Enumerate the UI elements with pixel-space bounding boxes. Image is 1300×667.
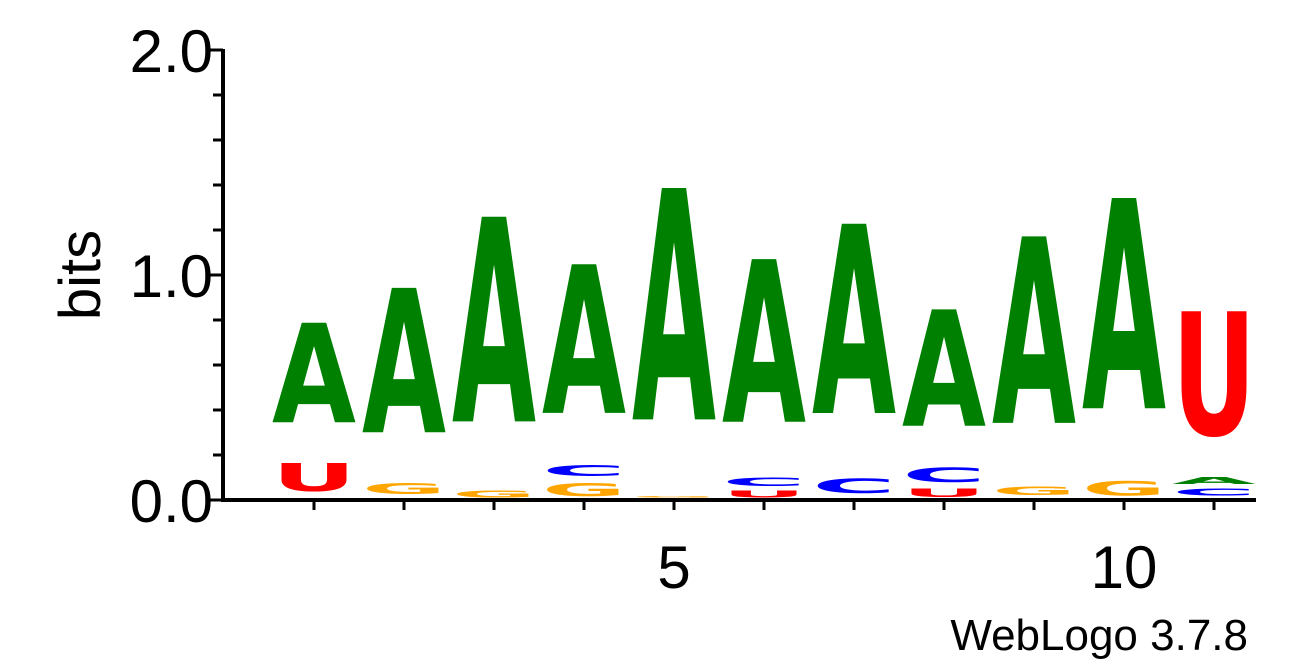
- logo-column: CGA: [362, 249, 446, 500]
- logo-letter-u: U: [272, 456, 356, 500]
- logo-column: UA: [272, 297, 356, 500]
- y-tick-label: 1.0: [130, 243, 213, 310]
- logo-letter-c: C: [902, 464, 986, 486]
- logo-letter-c: C: [722, 475, 806, 488]
- logo-letter-u: U: [902, 487, 986, 500]
- logo-letter-g: G: [452, 489, 536, 500]
- logo-letter-g: G: [542, 480, 626, 500]
- logo-letter-a: A: [992, 187, 1076, 484]
- y-tick-label: 0.0: [130, 468, 213, 535]
- weblogo-credit: WebLogo 3.7.8: [950, 611, 1248, 660]
- logo-letter-g: G: [992, 484, 1076, 497]
- x-tick-label: 10: [1091, 534, 1158, 601]
- logo-letter-g: G: [632, 496, 716, 498]
- logo-letter-u: U: [722, 489, 806, 500]
- logo-column: UCA: [722, 216, 806, 500]
- logo-column: GA: [452, 162, 536, 501]
- x-axis: 5 10: [221, 498, 1256, 601]
- logo-letter-a: A: [362, 249, 446, 480]
- logo-column: GCA: [542, 223, 626, 500]
- logo-column: UCA: [902, 278, 986, 500]
- logo-column: GCA: [812, 172, 896, 500]
- logo-letter-a: A: [542, 223, 626, 461]
- logo-column: UGA: [992, 187, 1076, 500]
- logo-letter-c: C: [542, 462, 626, 480]
- logo-letter-c: C: [1172, 487, 1256, 498]
- logo-letter-u: U: [1172, 279, 1256, 476]
- logo-letter-a: A: [902, 278, 986, 464]
- logo-letter-a: A: [632, 125, 716, 494]
- x-tick-label: 5: [657, 534, 690, 601]
- logo-letter-g: G: [1082, 478, 1166, 500]
- logo-letter-c: C: [812, 476, 896, 498]
- logo-column: GA: [1082, 142, 1166, 500]
- logo-letter-a: A: [272, 297, 356, 455]
- logo-letter-a: A: [1172, 475, 1257, 486]
- y-tick-label: 2.0: [130, 18, 213, 85]
- logo-column: UGA: [632, 125, 716, 500]
- y-axis-label: bits: [48, 230, 113, 320]
- y-axis: 0.0 1.0 2.0: [130, 18, 225, 535]
- logo-letter-a: A: [1082, 142, 1166, 477]
- logo-letter-a: A: [812, 172, 896, 475]
- logo-letter-a: A: [722, 216, 806, 475]
- logo-column: GCAU: [1172, 279, 1257, 500]
- letter-stacks: UACGAGAGCAUGAUCAGCAUCAUGAGAGCAU: [272, 125, 1257, 500]
- logo-letter-a: A: [452, 162, 536, 489]
- logo-letter-g: G: [362, 480, 446, 498]
